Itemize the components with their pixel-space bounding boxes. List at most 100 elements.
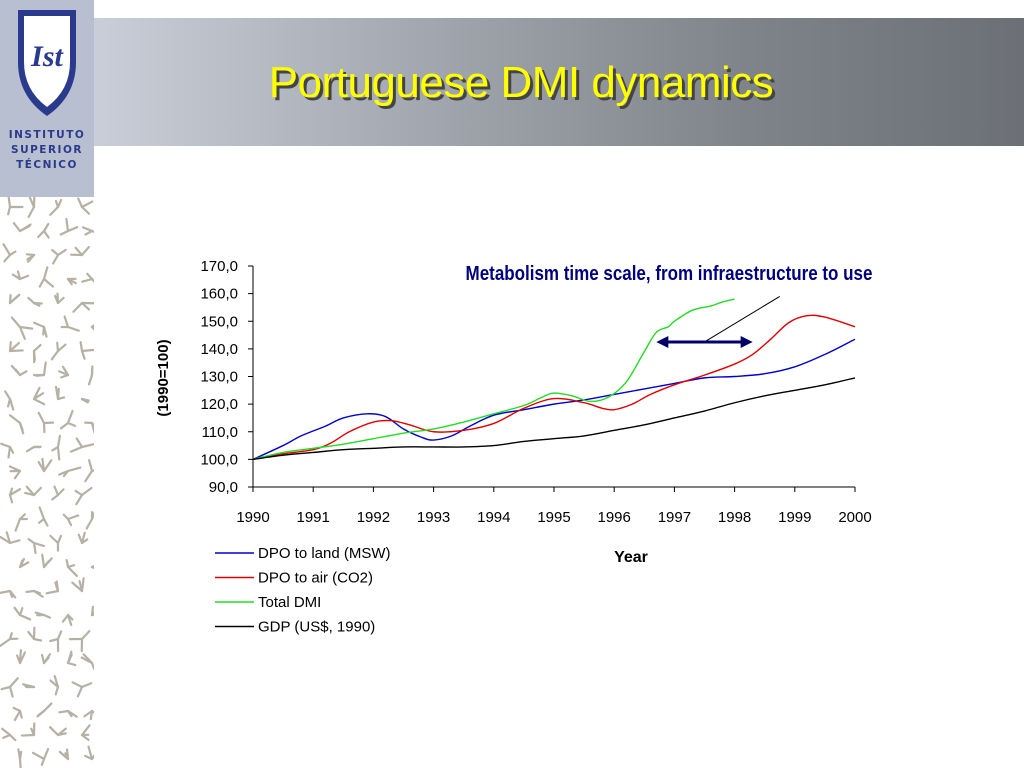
x-tick-label: 1999 [778,509,811,526]
institute-name: INSTITUTO SUPERIOR TÉCNICO [0,128,94,173]
x-tick-label: 1993 [417,509,450,526]
x-axis-label: Year [614,549,648,566]
legend-label: DPO to land (MSW) [258,545,391,562]
pattern-stroke [40,757,46,766]
y-tick-label: 140,0 [200,341,238,358]
pattern-stroke [84,469,94,483]
pattern-stroke [90,325,94,331]
pattern-stroke [18,223,32,233]
pattern-stroke [75,493,84,506]
pattern-stroke [32,541,45,547]
pattern-stroke [81,277,94,283]
pattern-stroke [8,414,22,425]
pattern-stroke [90,754,94,761]
pattern-stroke [90,277,94,284]
pattern-stroke [66,565,79,578]
pattern-stroke [2,243,12,257]
pattern-stroke [0,442,12,449]
pattern-stroke [53,294,60,305]
institution-logo: Ist INSTITUTO SUPERIOR TÉCNICO [0,0,94,197]
pattern-stroke [59,229,70,236]
pattern-stroke [35,373,46,377]
pattern-stroke [7,205,12,216]
pattern-stroke [50,349,60,361]
pattern-stroke [66,409,74,425]
y-tick-label: 170,0 [200,258,238,275]
pattern-stroke [41,457,46,473]
pattern-stroke [90,709,94,714]
pattern-stroke [31,751,46,761]
pattern-stroke [25,445,36,453]
pattern-stroke [27,205,36,218]
pattern-stroke [83,709,94,718]
pattern-stroke [12,222,22,233]
pattern-stroke [32,589,44,598]
pattern-stroke [6,397,12,408]
pattern-stroke [56,296,65,305]
pattern-stroke [42,277,55,288]
pattern-stroke [80,348,94,353]
pattern-stroke [0,637,12,648]
pattern-stroke [65,217,70,233]
pattern-stroke [54,385,60,401]
arrow-head-right [740,335,753,348]
pattern-stroke [11,273,22,281]
pattern-stroke [42,517,49,527]
pattern-stroke [54,581,60,593]
pattern-stroke [27,538,36,545]
pattern-stroke [69,445,84,453]
pattern-stroke [42,459,53,473]
pattern-stroke [58,709,70,714]
pattern-stroke [66,661,77,667]
pattern-stroke [62,469,70,478]
pattern-stroke [80,682,93,689]
pattern-stroke [66,325,80,332]
pattern-stroke [54,685,60,696]
pattern-stroke [77,197,84,209]
pattern-stroke [18,325,34,330]
pattern-stroke [41,553,46,569]
pattern-stroke [18,274,30,281]
pattern-stroke [37,709,46,717]
pattern-stroke [28,197,36,209]
pattern-stroke [18,750,23,761]
pattern-stroke [1,727,12,737]
pattern-stroke [42,747,50,761]
institute-line-3: TÉCNICO [16,159,78,171]
pattern-stroke [84,229,94,236]
pattern-stroke [32,392,45,401]
pattern-stroke [27,296,36,305]
pattern-stroke [20,733,36,737]
pattern-stroke [18,370,28,377]
pattern-stroke [32,349,36,361]
pattern-stroke [75,437,84,449]
pattern-stroke [32,486,42,497]
pattern-stroke [71,581,84,593]
pattern-stroke [18,613,32,621]
pattern-stroke [26,253,36,263]
x-tick-label: 1994 [477,509,510,526]
x-tick-label: 1997 [658,509,691,526]
legend-label: Total DMI [258,594,321,611]
pattern-stroke [78,579,84,593]
pattern-stroke [8,685,14,698]
pattern-stroke [3,253,12,263]
shield-icon: Ist [18,10,76,116]
pattern-stroke [74,246,84,257]
chart-axes: 90,0 100,0 110,0 120,0 130,0 140,0 150,0 160,0 1… [200,258,871,526]
pattern-stroke [42,361,47,377]
pattern-stroke [49,679,60,689]
pattern-stroke [56,488,65,497]
pattern-stroke [61,613,70,623]
pattern-stroke [65,558,70,569]
pattern-stroke [90,605,94,617]
pattern-stroke [5,531,12,545]
pattern-stroke [8,677,19,689]
pattern-stroke [56,434,62,449]
pattern-stroke [14,368,22,377]
pattern-stroke [56,732,67,737]
pattern-stroke [42,222,50,233]
pattern-stroke [90,229,94,233]
pattern-stroke [51,248,60,257]
pattern-stroke [42,653,52,665]
